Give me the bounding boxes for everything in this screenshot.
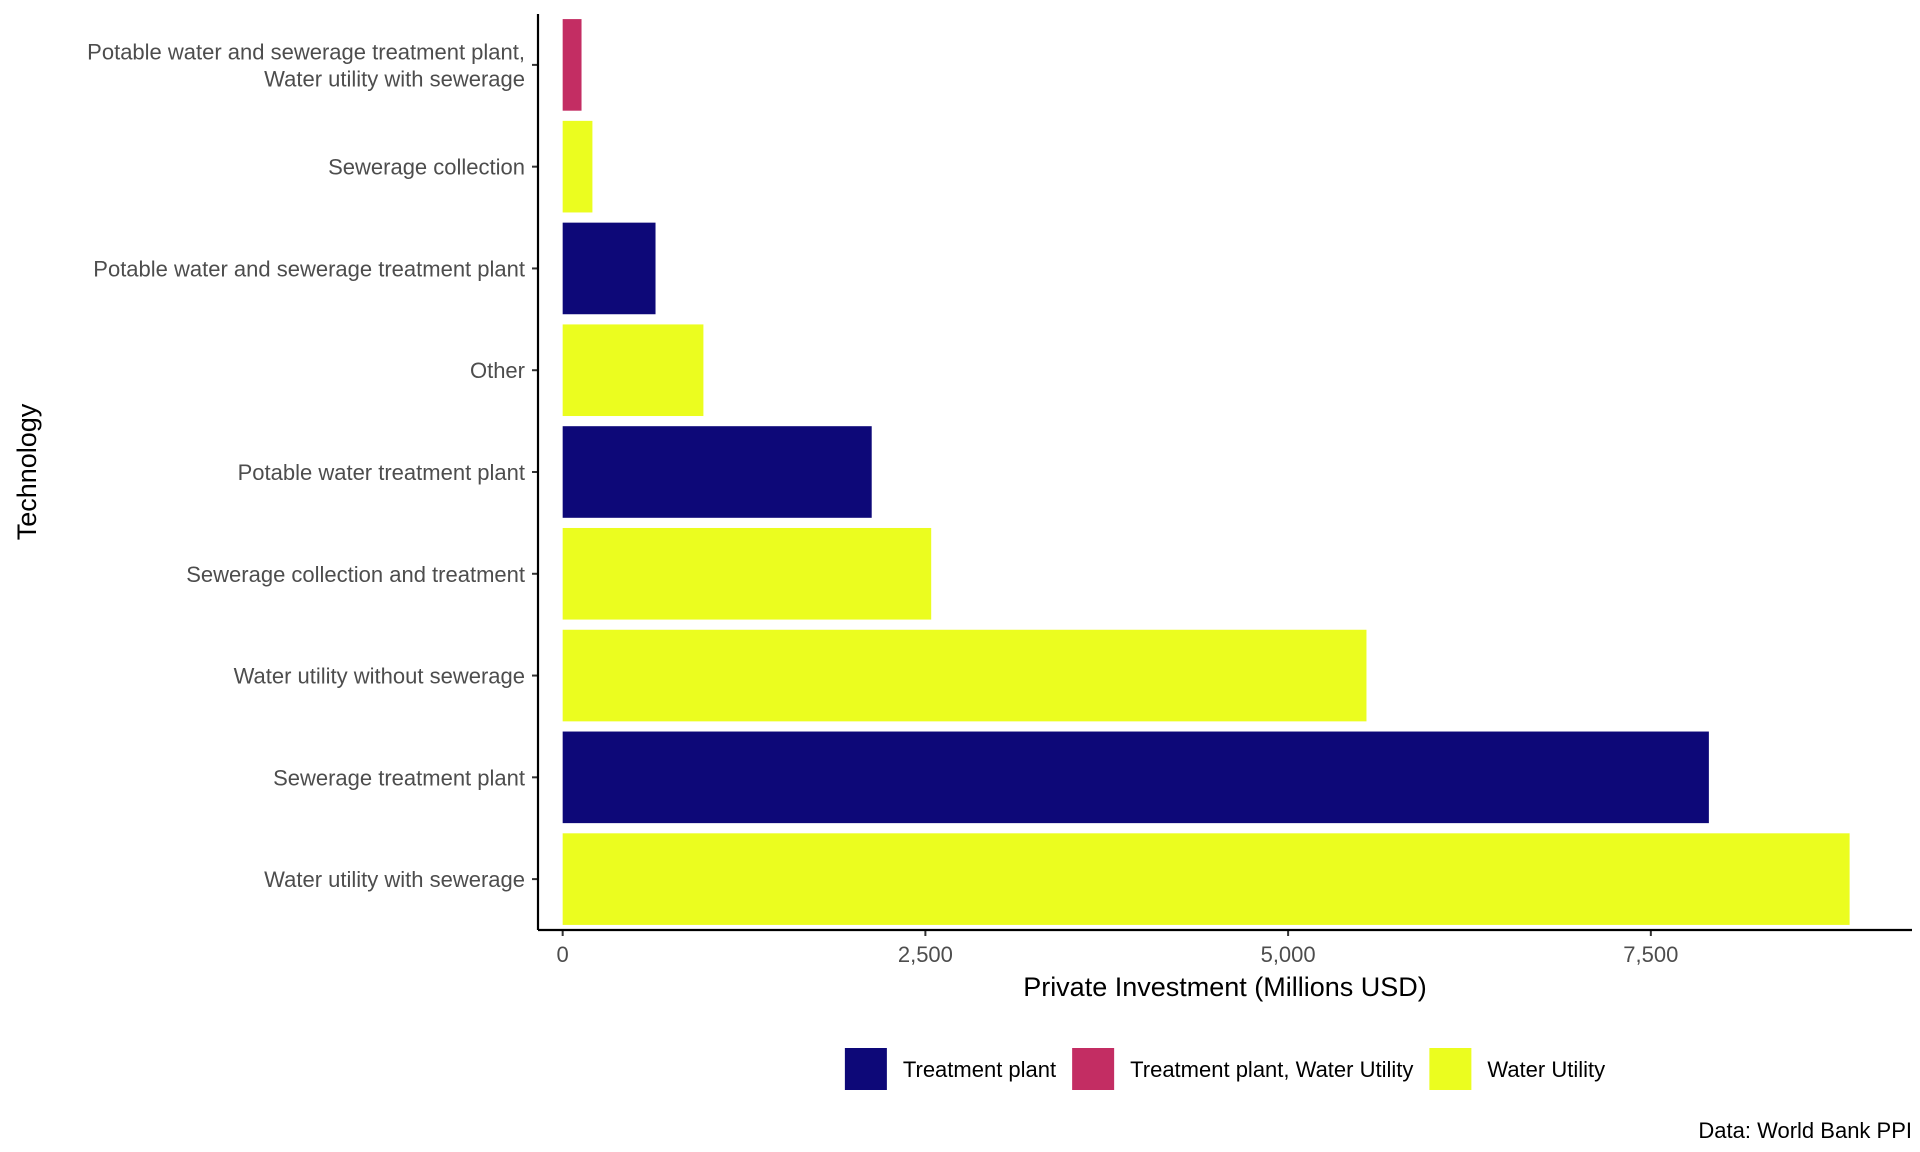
y-tick-label: Potable water and sewerage treatment pla… [87, 39, 525, 64]
bar [562, 324, 704, 417]
bar [562, 731, 1709, 824]
y-axis-title: Technology [12, 403, 42, 540]
y-tick-label: Potable water and sewerage treatment pla… [93, 256, 525, 281]
bar [562, 222, 656, 315]
y-tick-label: Sewerage treatment plant [273, 765, 525, 790]
bar [562, 629, 1367, 722]
bar [562, 833, 1850, 925]
x-tick-label: 0 [557, 942, 569, 967]
y-axis-ticks: Potable water and sewerage treatment pla… [87, 39, 538, 892]
x-tick-label: 5,000 [1261, 942, 1316, 967]
legend-key [1429, 1048, 1472, 1090]
y-tick-label: Sewerage collection and treatment [186, 562, 525, 587]
caption: Data: World Bank PPI [1698, 1118, 1912, 1143]
y-tick-label: Water utility without sewerage [234, 664, 525, 689]
legend-label: Treatment plant, Water Utility [1130, 1057, 1413, 1082]
legend-label: Water Utility [1487, 1057, 1605, 1082]
bars-layer [562, 19, 1850, 925]
legend-key [844, 1048, 887, 1090]
y-tick-label: Water utility with sewerage [264, 66, 525, 91]
bar [562, 120, 593, 213]
y-tick-label: Other [470, 358, 525, 383]
bar [562, 527, 932, 620]
x-tick-label: 7,500 [1623, 942, 1678, 967]
legend-label: Treatment plant [903, 1057, 1056, 1082]
x-tick-label: 2,500 [898, 942, 953, 967]
legend: Treatment plant Treatment plant, Water Ut… [844, 1048, 1605, 1090]
x-axis-title: Private Investment (Millions USD) [1023, 972, 1427, 1002]
bar [562, 19, 582, 111]
y-tick-label: Sewerage collection [328, 155, 525, 180]
legend-key [1072, 1048, 1115, 1090]
x-axis-ticks: 0 2,500 5,000 7,500 [557, 930, 1678, 967]
y-tick-label: Potable water treatment plant [238, 460, 525, 485]
y-tick-label: Water utility with sewerage [264, 867, 525, 892]
bar [562, 426, 872, 518]
